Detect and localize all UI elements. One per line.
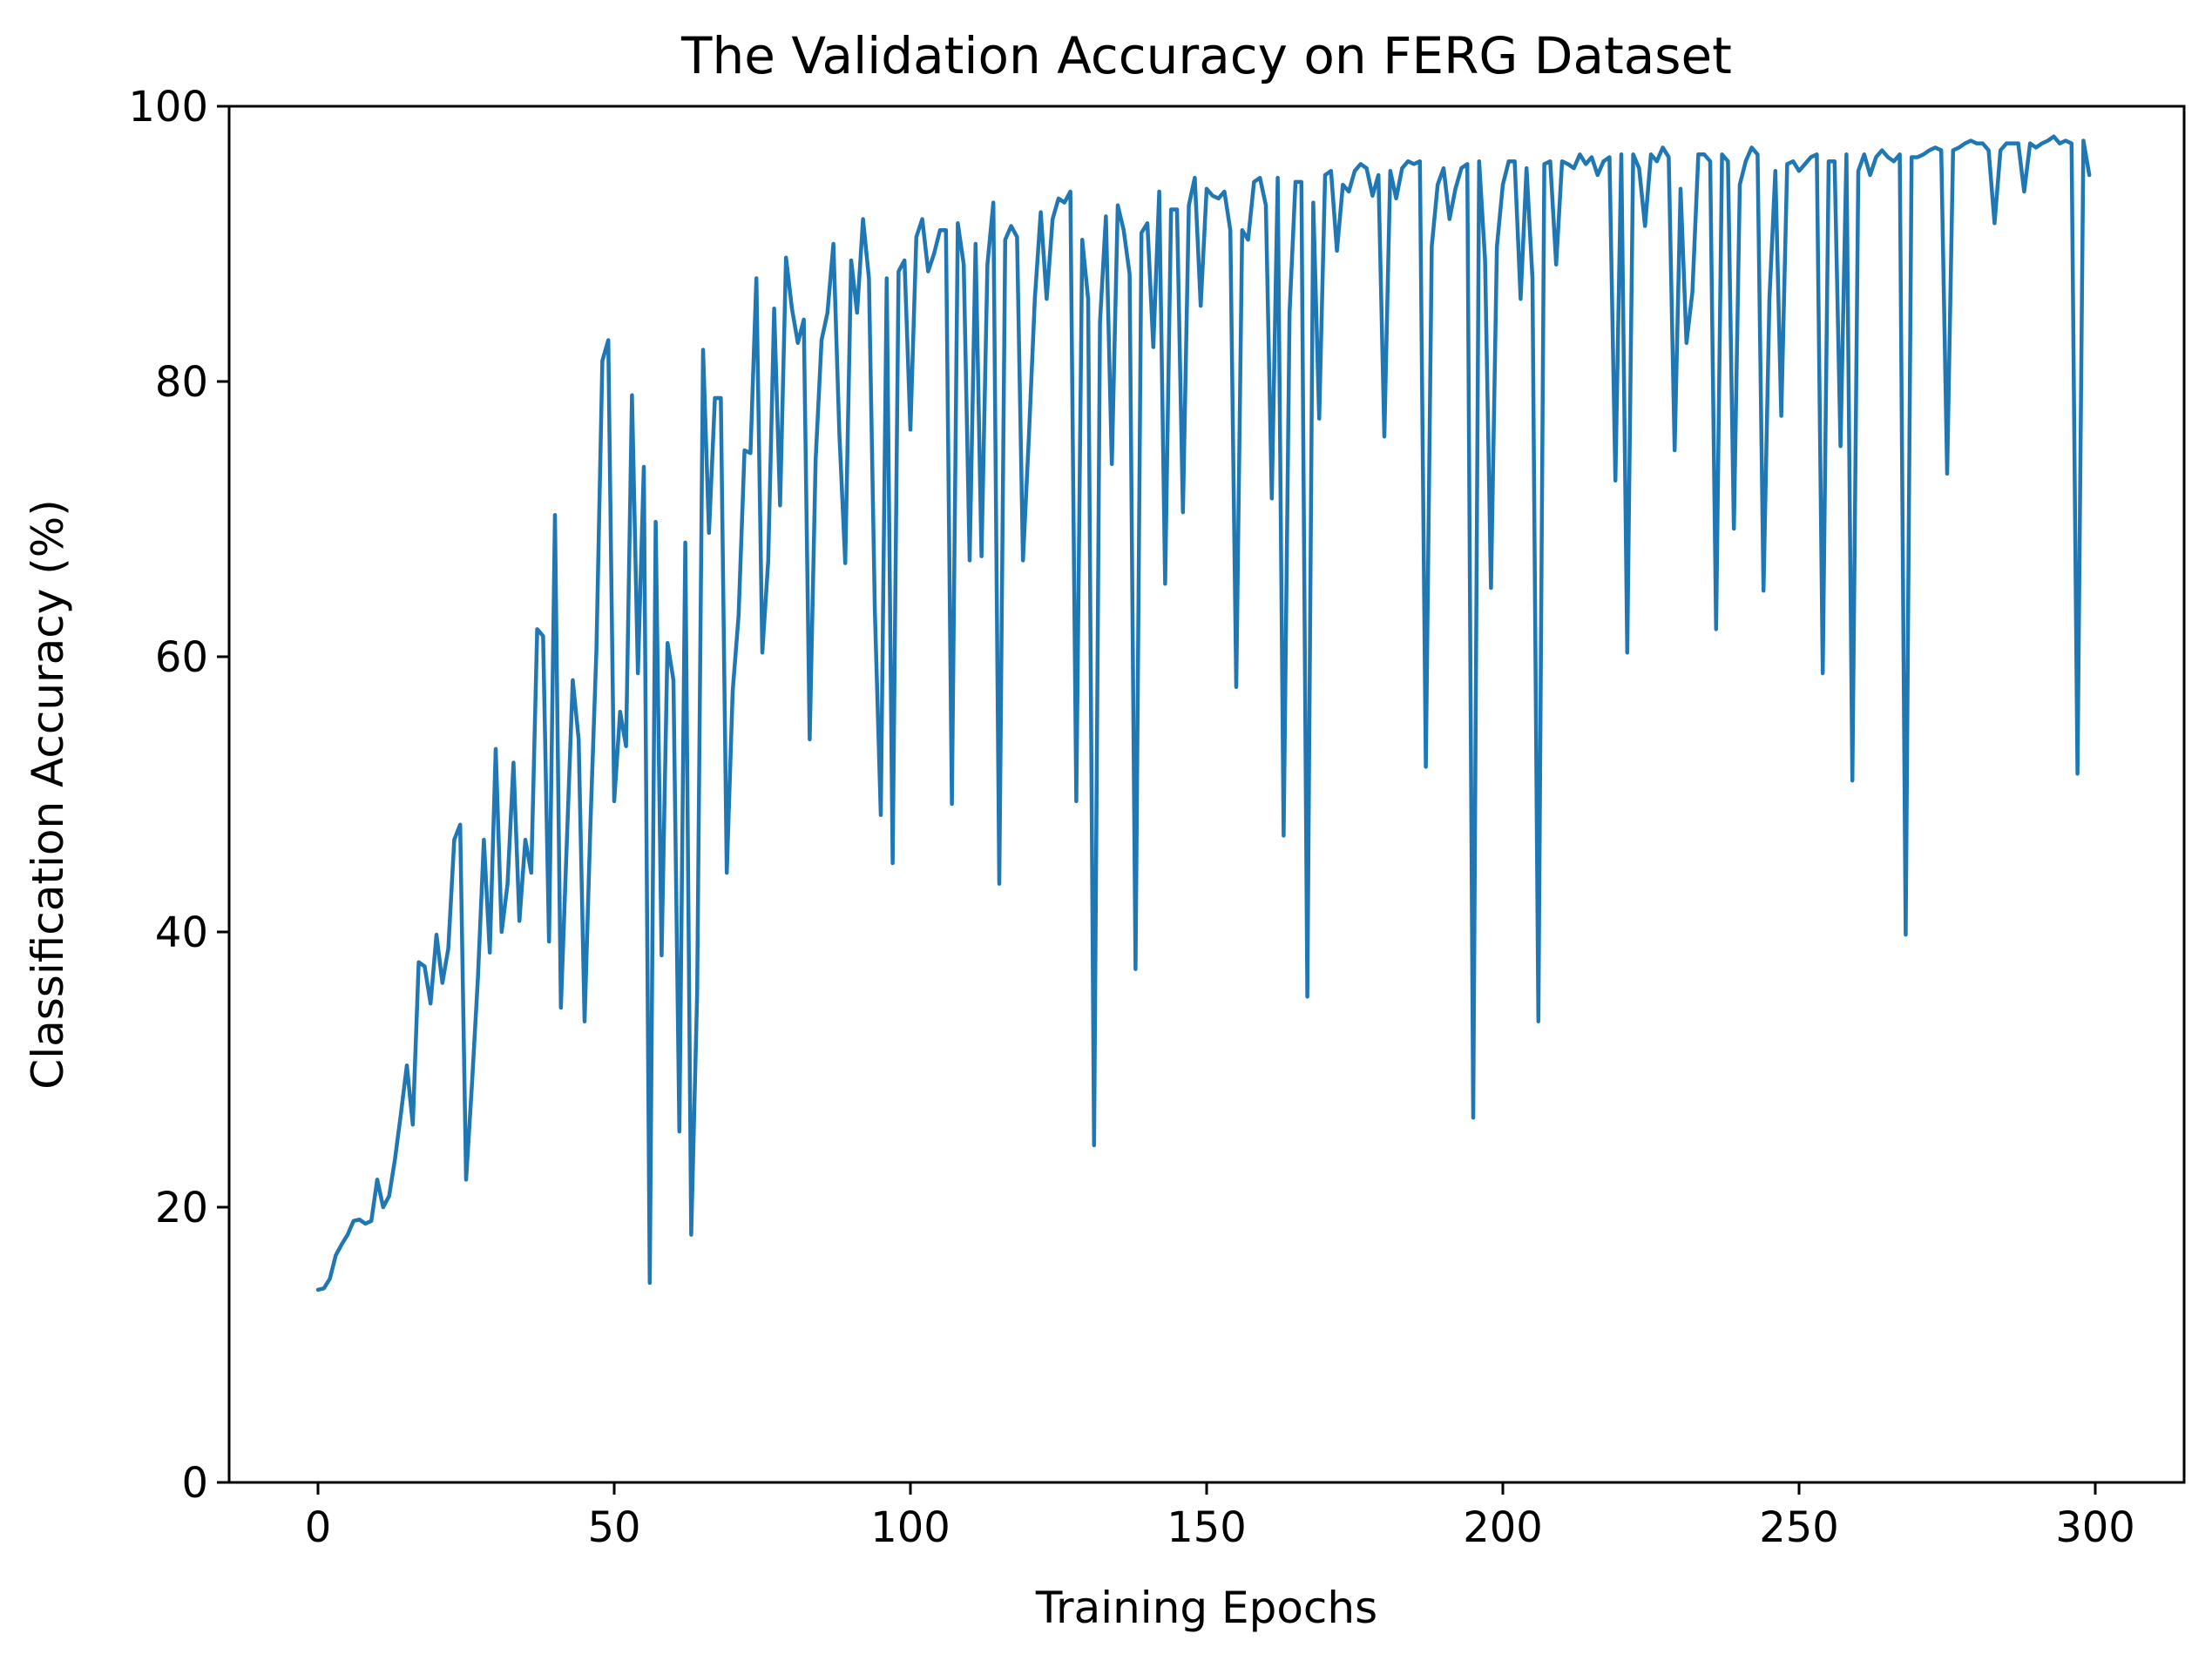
x-tick-label: 300 [2055, 1503, 2135, 1552]
x-tick-label: 100 [870, 1503, 950, 1552]
y-tick-label: 60 [155, 633, 208, 682]
x-tick-label: 250 [1759, 1503, 1839, 1552]
accuracy-series-line [315, 134, 2092, 1293]
y-tick-label: 80 [155, 358, 208, 407]
y-axis-label: Classification Accuracy (%) [23, 499, 73, 1089]
plot-area-frame [227, 105, 2186, 1484]
y-axis-ticks: 0 20 40 60 80 100 [128, 83, 229, 1508]
y-tick-label: 40 [155, 908, 208, 957]
y-tick-label: 100 [128, 83, 208, 132]
y-tick-label: 20 [155, 1184, 208, 1232]
x-tick-label: 50 [587, 1503, 640, 1552]
x-tick-label: 150 [1167, 1503, 1247, 1552]
x-axis-ticks: 0 50 100 150 200 250 300 [305, 1482, 2135, 1552]
x-axis-label: Training Epochs [1035, 1583, 1377, 1633]
y-tick-label: 0 [181, 1459, 208, 1508]
chart-title: The Validation Accuracy on FERG Dataset [680, 26, 1732, 85]
x-tick-label: 0 [305, 1503, 332, 1552]
x-tick-label: 200 [1463, 1503, 1543, 1552]
